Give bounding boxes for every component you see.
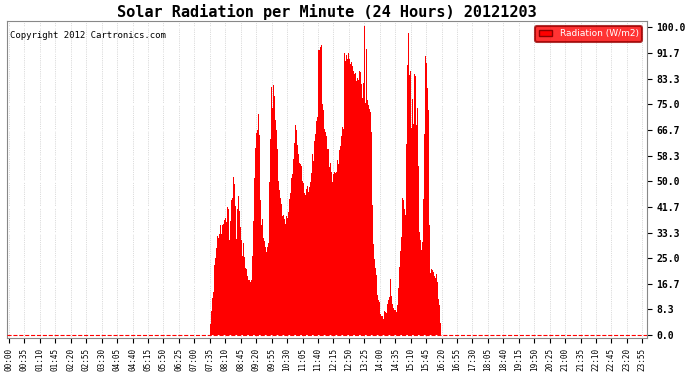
- Legend: Radiation (W/m2): Radiation (W/m2): [535, 26, 642, 42]
- Title: Solar Radiation per Minute (24 Hours) 20121203: Solar Radiation per Minute (24 Hours) 20…: [117, 4, 537, 20]
- Text: Copyright 2012 Cartronics.com: Copyright 2012 Cartronics.com: [10, 31, 166, 40]
